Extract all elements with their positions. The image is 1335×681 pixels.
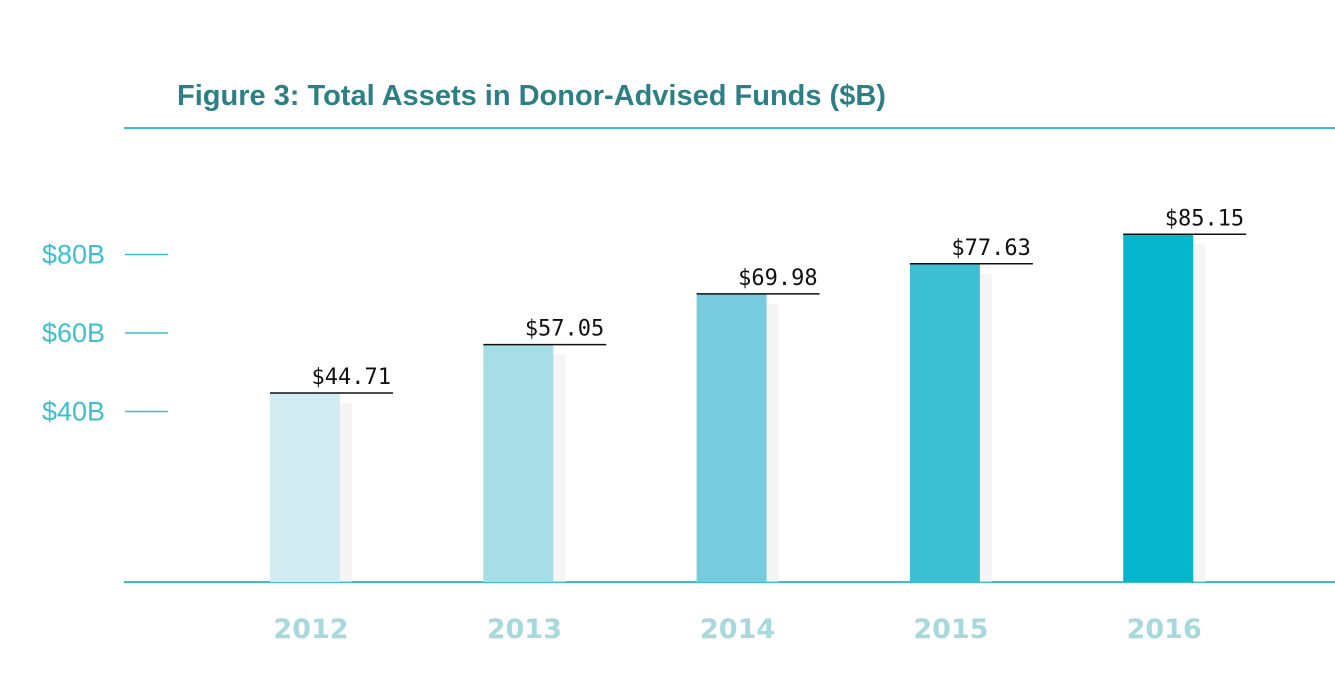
y-tick-label: $40B <box>42 397 105 427</box>
x-tick-label: 2016 <box>1127 614 1202 645</box>
bar <box>696 293 767 582</box>
bar <box>909 263 980 582</box>
data-label: $44.71 <box>312 365 391 390</box>
y-tick-label: $60B <box>42 318 105 348</box>
bar <box>270 393 340 582</box>
chart-title: Figure 3: Total Assets in Donor-Advised … <box>177 80 886 112</box>
x-tick-label: 2012 <box>273 614 348 645</box>
y-tick-label: $80B <box>42 240 105 270</box>
data-label: $77.63 <box>951 236 1030 261</box>
bar-shadow <box>979 273 992 582</box>
bar-shadow <box>340 403 352 582</box>
x-tick-label: 2015 <box>913 614 988 645</box>
data-label: $57.05 <box>525 317 604 342</box>
bar-shadow <box>553 354 566 582</box>
data-label: $85.15 <box>1165 206 1244 231</box>
bar-shadow <box>766 303 779 582</box>
bar <box>1123 234 1194 582</box>
data-label: $69.98 <box>738 266 817 291</box>
bar <box>483 344 554 582</box>
bar-shadow <box>1193 244 1206 582</box>
x-tick-label: 2013 <box>487 614 562 645</box>
x-tick-label: 2014 <box>700 614 775 645</box>
